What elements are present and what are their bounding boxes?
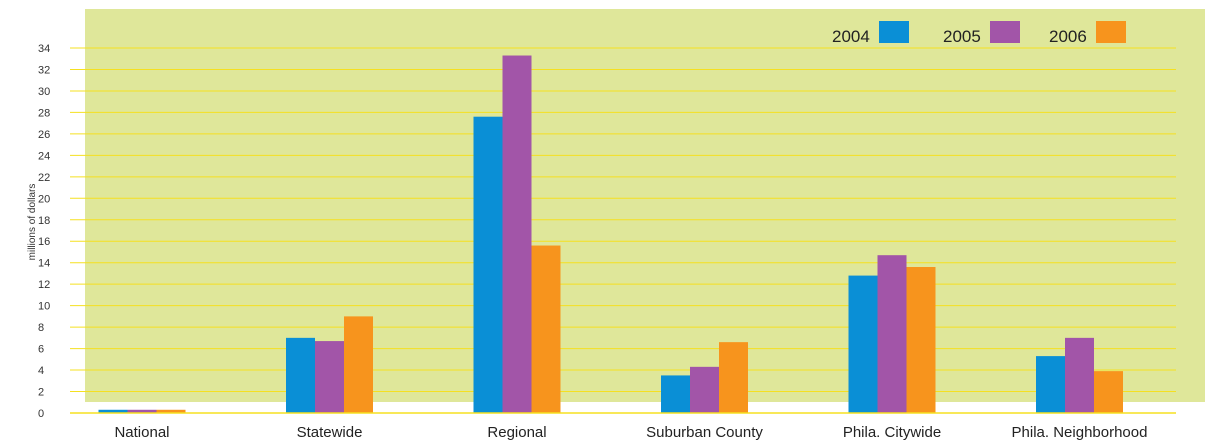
bar-2004-suburban-county xyxy=(661,375,690,413)
y-tick-label: 26 xyxy=(38,129,50,141)
bar-2006-suburban-county xyxy=(719,342,748,413)
bar-2004-phila-citywide xyxy=(848,275,878,413)
plot-background xyxy=(85,9,1205,402)
bars xyxy=(98,55,1123,414)
y-tick-label: 20 xyxy=(38,193,50,205)
y-tick-label: 22 xyxy=(38,172,50,184)
y-tick-label: 16 xyxy=(38,236,50,248)
legend-label: 2005 xyxy=(943,27,981,46)
bar-2006-regional xyxy=(531,245,561,413)
bar-2004-phila-neighborhood xyxy=(1036,356,1065,413)
x-category-label: Phila. Citywide xyxy=(843,424,941,441)
x-category-label: Statewide xyxy=(297,424,363,441)
x-category-label: Suburban County xyxy=(646,424,763,441)
y-tick-label: 18 xyxy=(38,215,50,227)
y-tick-label: 34 xyxy=(38,43,50,55)
y-axis-title: millions of dollars xyxy=(27,184,38,261)
bar-2006-national xyxy=(156,409,186,413)
legend-label: 2006 xyxy=(1049,27,1087,46)
bar-2005-phila-citywide xyxy=(877,255,907,413)
y-tick-label: 30 xyxy=(38,86,50,98)
bar-2005-phila-neighborhood xyxy=(1065,337,1094,413)
y-tick-label: 32 xyxy=(38,64,50,76)
bar-2005-national xyxy=(127,409,157,413)
grid-lines xyxy=(70,47,1176,414)
y-tick-label: 12 xyxy=(38,279,50,291)
bar-2004-statewide xyxy=(286,337,315,413)
legend: 2004 2005 2006 xyxy=(832,21,1126,46)
bar-2006-statewide xyxy=(344,316,373,413)
legend-swatch xyxy=(1096,21,1126,43)
x-category-label: Regional xyxy=(487,424,546,441)
y-tick-label: 6 xyxy=(38,344,44,356)
y-tick-label: 2 xyxy=(38,387,44,399)
y-tick-label: 10 xyxy=(38,301,50,313)
legend-swatch xyxy=(990,21,1020,43)
y-tick-label: 0 xyxy=(38,408,44,420)
y-tick-label: 14 xyxy=(38,258,50,270)
bar-2005-regional xyxy=(502,55,532,413)
y-tick-label: 24 xyxy=(38,150,50,162)
bar-2005-suburban-county xyxy=(690,366,719,413)
x-category-label: National xyxy=(114,424,169,441)
y-tick-label: 8 xyxy=(38,322,44,334)
legend-label: 2004 xyxy=(832,27,870,46)
bar-2006-phila-citywide xyxy=(906,267,936,413)
legend-swatch xyxy=(879,21,909,43)
x-axis-labels: National Statewide Regional Suburban County… xyxy=(114,424,1147,441)
bar-2006-phila-neighborhood xyxy=(1094,371,1123,413)
y-tick-label: 4 xyxy=(38,365,44,377)
bar-2004-regional xyxy=(473,116,503,414)
y-tick-label: 28 xyxy=(38,107,50,119)
bar-2004-national xyxy=(98,409,128,413)
x-category-label: Phila. Neighborhood xyxy=(1012,424,1148,441)
bar-2005-statewide xyxy=(315,341,344,413)
